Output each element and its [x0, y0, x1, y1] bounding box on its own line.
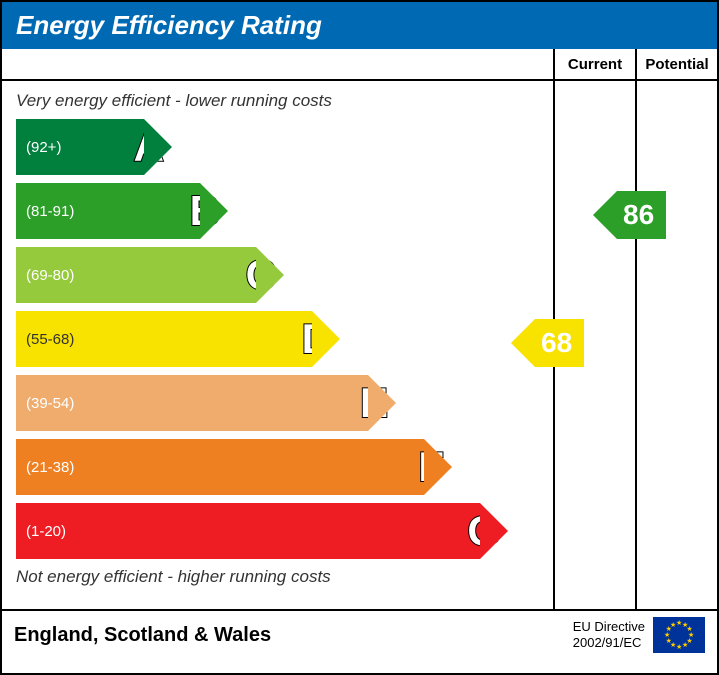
directive-line1: EU Directive [573, 619, 645, 635]
directive-line2: 2002/91/EC [573, 635, 645, 651]
band-g: (1-20) G [16, 503, 553, 559]
band-letter: G [467, 507, 500, 555]
footer-right: EU Directive 2002/91/EC ★★★★★★★★★★★★ [573, 617, 705, 653]
eu-star: ★ [676, 643, 682, 651]
band-range: (81-91) [26, 203, 74, 220]
header-potential: Potential [635, 49, 717, 79]
band-range: (69-80) [26, 267, 74, 284]
epc-chart: Energy Efficiency Rating Current Potenti… [0, 0, 719, 675]
band-bar: (92+)A [16, 119, 144, 175]
band-letter: F [418, 443, 444, 491]
potential-rating-pointer: 86 [617, 191, 666, 239]
band-bar: (55-68)D [16, 311, 312, 367]
band-range: (55-68) [26, 331, 74, 348]
chart-columns: Very energy efficient - lower running co… [2, 81, 717, 609]
band-range: (1-20) [26, 523, 66, 540]
header-spacer [2, 49, 553, 79]
current-column: 68 [553, 81, 635, 609]
band-bar: (39-54)E [16, 375, 368, 431]
chart-body: Current Potential Very energy efficient … [2, 49, 717, 609]
column-headers: Current Potential [2, 49, 717, 81]
band-f: (21-38) F [16, 439, 553, 495]
band-d: (55-68) D [16, 311, 553, 367]
chart-footer: England, Scotland & Wales EU Directive 2… [2, 609, 717, 659]
band-e: (39-54) E [16, 375, 553, 431]
band-bar: (21-38)F [16, 439, 424, 495]
eu-star: ★ [670, 621, 676, 629]
rating-bands: (92+) A (81-91) B (69-80) C (55-68) D (39-54) E (2… [2, 119, 553, 559]
efficiency-label-bottom: Not energy efficient - higher running co… [16, 567, 553, 587]
band-bar: (1-20)G [16, 503, 480, 559]
footer-directive: EU Directive 2002/91/EC [573, 619, 645, 650]
eu-flag-icon: ★★★★★★★★★★★★ [653, 617, 705, 653]
band-letter: C [246, 251, 276, 299]
potential-column: 86 [635, 81, 717, 609]
band-letter: D [302, 315, 332, 363]
efficiency-label-top: Very energy efficient - lower running co… [16, 91, 553, 111]
band-letter: A [134, 123, 164, 171]
band-c: (69-80) C [16, 247, 553, 303]
band-range: (92+) [26, 139, 61, 156]
bands-column: Very energy efficient - lower running co… [2, 81, 553, 609]
eu-star: ★ [682, 641, 688, 649]
band-letter: B [190, 187, 220, 235]
band-bar: (81-91)B [16, 183, 200, 239]
band-b: (81-91) B [16, 183, 553, 239]
band-range: (39-54) [26, 395, 74, 412]
header-current: Current [553, 49, 635, 79]
chart-title: Energy Efficiency Rating [2, 2, 717, 49]
band-a: (92+) A [16, 119, 553, 175]
band-bar: (69-80)C [16, 247, 256, 303]
band-range: (21-38) [26, 459, 74, 476]
current-rating-pointer: 68 [535, 319, 584, 367]
band-letter: E [360, 379, 388, 427]
footer-region: England, Scotland & Wales [14, 624, 271, 647]
